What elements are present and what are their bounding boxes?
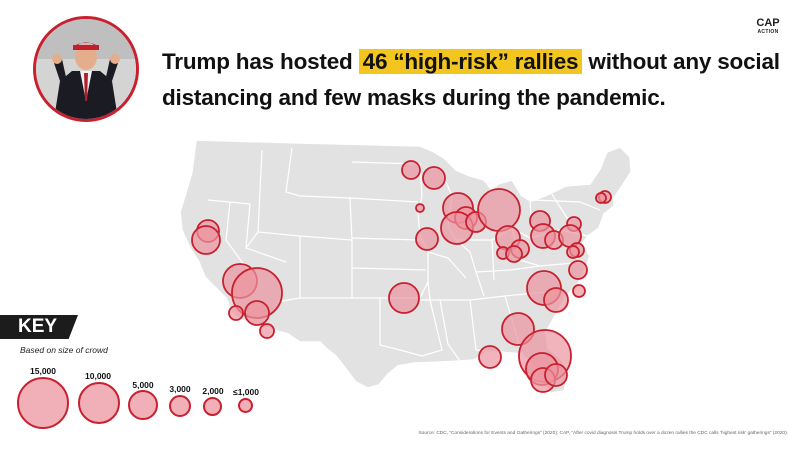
rally-marker xyxy=(477,188,521,232)
key-circle-3000 xyxy=(169,395,191,417)
state-borders xyxy=(207,147,601,362)
rally-marker xyxy=(401,160,421,180)
rally-marker xyxy=(568,260,588,280)
key-circle-2000 xyxy=(203,397,222,416)
key-circle-1000 xyxy=(238,398,253,413)
headline-highlight: 46 “high-risk” rallies xyxy=(358,49,583,74)
headline-suffix: without any social distancing and few ma… xyxy=(162,49,780,110)
rally-marker xyxy=(543,287,569,313)
headline-prefix: Trump has hosted xyxy=(162,49,359,74)
key-label-5000: 5,000 xyxy=(132,380,154,390)
key-label-3000: 3,000 xyxy=(169,384,191,394)
key-label-10000: 10,000 xyxy=(85,371,111,381)
rally-marker xyxy=(566,245,580,259)
logo-line-2: ACTION xyxy=(757,29,779,35)
rally-marker xyxy=(544,363,568,387)
rally-marker xyxy=(595,192,607,204)
rally-marker xyxy=(478,345,502,369)
rally-marker xyxy=(572,284,586,298)
rally-marker xyxy=(191,225,221,255)
key-label-1000: ≤1,000 xyxy=(233,387,259,397)
rally-marker xyxy=(388,282,420,314)
key-title: KEY xyxy=(0,315,78,339)
key-label-2000: 2,000 xyxy=(202,386,224,396)
rally-marker xyxy=(415,227,439,251)
trump-photo xyxy=(33,16,139,122)
key-subtitle: Based on size of crowd xyxy=(20,345,108,355)
key-circle-5000 xyxy=(128,390,158,420)
rally-marker xyxy=(415,203,425,213)
rally-marker xyxy=(422,166,446,190)
rally-marker xyxy=(244,300,270,326)
headline: Trump has hosted 46 “high-risk” rallies … xyxy=(162,44,782,116)
key-label-15000: 15,000 xyxy=(30,366,56,376)
key-circle-10000 xyxy=(78,382,120,424)
rally-marker xyxy=(228,305,244,321)
rally-marker xyxy=(505,245,523,263)
source-note: Source: CDC, “Considerations for Events … xyxy=(418,431,788,436)
cap-action-logo: CAP ACTION xyxy=(756,18,780,44)
rally-marker xyxy=(259,323,275,339)
logo-line-1: CAP xyxy=(756,17,780,29)
key-circle-15000 xyxy=(17,377,69,429)
